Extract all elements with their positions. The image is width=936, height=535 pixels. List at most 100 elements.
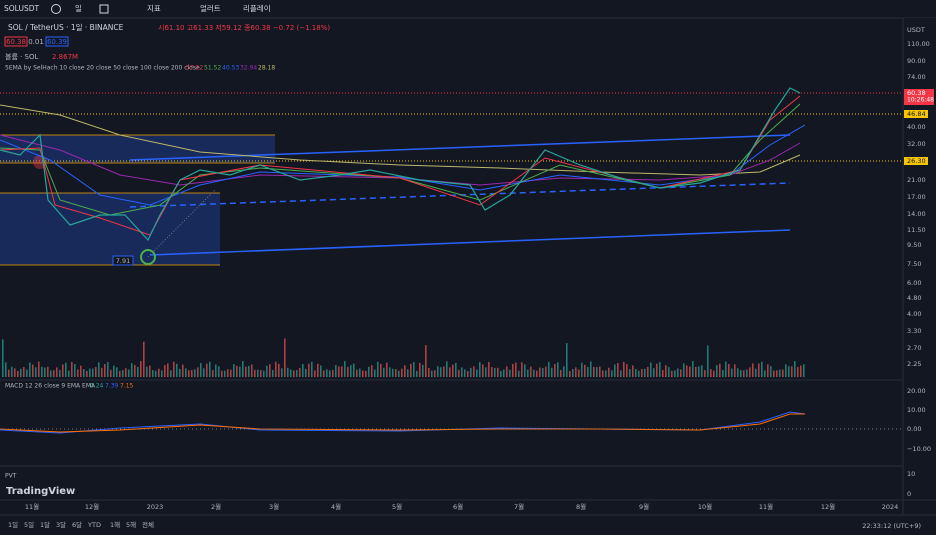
ema-value: 57.12: [186, 65, 203, 72]
add-symbol[interactable]: [51, 4, 61, 14]
volume-bar: [479, 362, 481, 377]
volume-bar: [386, 362, 388, 377]
range-button[interactable]: YTD: [87, 521, 101, 529]
volume-bar: [494, 367, 496, 377]
range-button[interactable]: 1일: [8, 520, 18, 529]
volume-bar: [209, 361, 211, 377]
volume-bar: [290, 369, 292, 377]
range-button[interactable]: 전체: [142, 520, 154, 529]
volume-bar: [629, 369, 631, 377]
pvt-legend: PVT: [5, 473, 17, 480]
volume-bar: [758, 363, 760, 377]
bid-box[interactable]: [4, 36, 28, 47]
range-button[interactable]: 3달: [56, 521, 66, 529]
volume-bar: [395, 369, 397, 377]
signal-line: [0, 413, 805, 433]
range-button[interactable]: 1달: [40, 521, 50, 529]
volume-bar: [233, 364, 235, 377]
volume-bar: [575, 367, 577, 377]
ask-box[interactable]: [45, 36, 69, 47]
volume-bar: [617, 363, 619, 377]
volume-bar: [338, 366, 340, 377]
projection-line: [147, 189, 216, 258]
ema-value: 40.53: [222, 65, 239, 72]
volume-bar: [455, 362, 457, 377]
volume-bar: [488, 361, 490, 377]
macd-value: 7.15: [120, 383, 134, 390]
price-tick-label: 2.70: [907, 344, 921, 352]
volume-bar: [71, 362, 73, 377]
time-tick-label: 6월: [453, 502, 463, 511]
level-label: 46.84: [907, 110, 926, 118]
volume-bar: [485, 367, 487, 377]
volume-bar: [14, 368, 16, 377]
symbol-search[interactable]: SOLUSDT: [4, 4, 39, 13]
range-button[interactable]: 6달: [72, 521, 82, 529]
range-button[interactable]: 5일: [24, 520, 34, 529]
volume-bar: [56, 367, 58, 377]
time-tick-label: 8월: [576, 502, 586, 511]
volume-bar: [635, 368, 637, 377]
volume-bar: [29, 362, 31, 377]
volume-bar: [77, 369, 79, 377]
volume-bar: [767, 364, 769, 377]
volume-bar: [746, 369, 748, 377]
price-tick-label: 17.00: [907, 193, 926, 201]
volume-bar: [296, 370, 298, 377]
volume-bar: [134, 365, 136, 377]
pvt-tick-label: 0: [907, 490, 911, 498]
volume-bar: [671, 370, 673, 377]
price-tick-label: 7.50: [907, 260, 921, 268]
volume-bar: [239, 366, 241, 377]
volume-bar: [665, 365, 667, 377]
volume-bar: [188, 370, 190, 377]
range-button[interactable]: 5해: [126, 520, 136, 529]
volume-bar: [716, 365, 718, 377]
time-tick-label: 11월: [25, 502, 39, 511]
volume-bar: [554, 364, 556, 377]
macd-tick-label: −10.00: [907, 445, 931, 453]
volume-bar: [458, 369, 460, 377]
volume-bar: [707, 345, 709, 377]
volume-bar: [467, 370, 469, 377]
volume-bar: [662, 370, 664, 377]
volume-bar: [404, 365, 406, 377]
volume-bar: [341, 366, 343, 377]
price-tick-label: 40.00: [907, 123, 926, 131]
volume-bar: [653, 368, 655, 377]
interval-button[interactable]: 일: [75, 4, 82, 13]
volume-bar: [722, 369, 724, 377]
volume-bar: [197, 367, 199, 377]
volume-bar: [125, 368, 127, 377]
volume-bar: [89, 368, 91, 377]
volume-bar: [434, 370, 436, 377]
volume-bar: [800, 365, 802, 377]
indicators-button[interactable]: 지표: [147, 4, 161, 13]
alerts-button[interactable]: 얼러트: [200, 4, 221, 13]
price-tick-label: 4.80: [907, 294, 921, 302]
volume-bar: [659, 361, 661, 377]
volume-bar: [170, 370, 172, 377]
volume-bar: [131, 363, 133, 377]
volume-bar: [764, 370, 766, 377]
volume-bar: [452, 364, 454, 377]
time-tick-label: 9월: [639, 502, 649, 511]
macd-tick-label: 10.00: [907, 406, 926, 414]
volume-bar: [287, 367, 289, 377]
price-tick-label: 9.50: [907, 241, 921, 249]
volume-bar: [734, 364, 736, 377]
volume-bar: [572, 369, 574, 377]
volume-bar: [344, 361, 346, 377]
volume-bar: [299, 367, 301, 377]
replay-button[interactable]: 리플레이: [243, 3, 271, 13]
price-tick-label: 3.30: [907, 327, 921, 335]
chart-type[interactable]: [99, 4, 109, 14]
volume-bar: [44, 367, 46, 377]
price-tick-label: 4.00: [907, 310, 921, 318]
volume-bars: [2, 338, 805, 377]
volume-bar: [245, 366, 247, 377]
symbol-title: SOL / TetherUS · 1일 · BINANCE: [8, 23, 124, 32]
volume-bar: [23, 367, 25, 377]
range-button[interactable]: 1해: [110, 520, 120, 529]
volume-bar: [497, 367, 499, 377]
